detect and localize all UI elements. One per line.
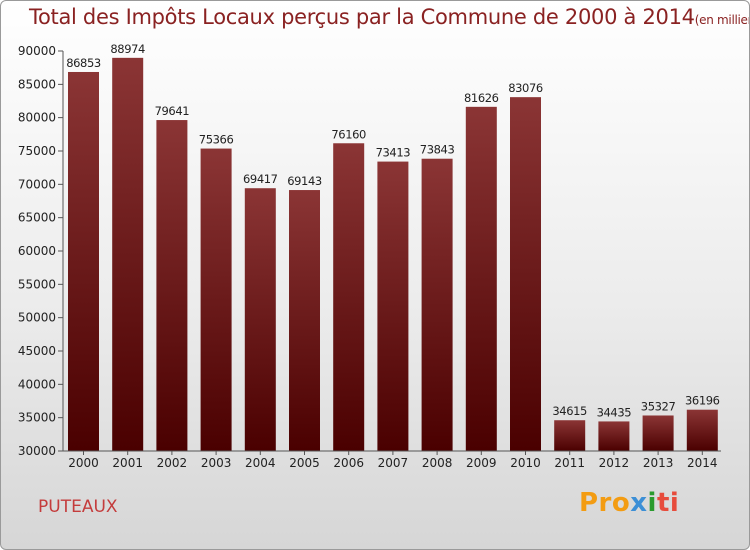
bar	[598, 421, 630, 451]
bar	[510, 97, 541, 451]
bar-value-label: 83076	[508, 81, 543, 95]
bar	[333, 143, 365, 451]
bar	[289, 190, 320, 451]
bar-value-label: 88974	[110, 42, 145, 56]
bar-value-label: 81626	[464, 91, 499, 105]
y-tick-label: 50000	[18, 311, 56, 325]
y-tick-label: 55000	[18, 277, 56, 291]
y-tick-label: 65000	[18, 211, 56, 225]
bar-value-label: 34615	[552, 404, 587, 418]
proxiti-logo[interactable]: Proxiti	[579, 488, 679, 518]
x-tick-label: 2009	[466, 456, 497, 470]
x-tick-label: 2002	[157, 456, 188, 470]
bar-value-label: 86853	[66, 56, 101, 70]
y-tick-label: 40000	[18, 377, 56, 391]
x-tick-label: 2004	[245, 456, 276, 470]
bar	[244, 188, 276, 451]
x-tick-label: 2012	[599, 456, 630, 470]
x-tick-label: 2005	[289, 456, 320, 470]
bar-value-label: 35327	[641, 399, 676, 413]
bar	[421, 158, 453, 452]
y-tick-label: 90000	[18, 44, 56, 58]
x-tick-label: 2003	[201, 456, 232, 470]
bar-value-label: 36196	[685, 394, 720, 408]
y-tick-label: 30000	[18, 444, 56, 458]
x-tick-label: 2001	[112, 456, 143, 470]
bar-value-label: 69417	[243, 172, 278, 186]
x-tick-label: 2011	[554, 456, 585, 470]
bar	[68, 71, 99, 451]
bar	[642, 415, 674, 451]
x-tick-label: 2000	[68, 456, 99, 470]
x-tick-label: 2006	[333, 456, 364, 470]
bar	[554, 420, 586, 451]
chart-title: Total des Impôts Locaux perçus par la Co…	[29, 5, 749, 29]
logo-part-1: Pro	[579, 488, 631, 518]
x-tick-label: 2008	[422, 456, 453, 470]
logo-part-4: ti	[656, 488, 680, 518]
bar	[200, 148, 232, 451]
x-tick-label: 2013	[643, 456, 674, 470]
bar-value-label: 79641	[155, 104, 190, 118]
bar	[112, 57, 144, 452]
logo-part-2: x	[630, 488, 648, 518]
commune-name: PUTEAUX	[38, 497, 118, 517]
bar	[686, 409, 718, 451]
y-tick-label: 70000	[18, 177, 56, 191]
bar	[377, 161, 409, 451]
bar	[465, 106, 497, 452]
y-tick-label: 85000	[18, 77, 56, 91]
logo-part-3: i	[647, 488, 657, 518]
y-tick-label: 75000	[18, 144, 56, 158]
y-tick-label: 35000	[18, 411, 56, 425]
bar-value-label: 34435	[597, 405, 632, 419]
bar-value-label: 69143	[287, 174, 322, 188]
x-tick-label: 2007	[378, 456, 409, 470]
chart-unit: (en milliers d'€)	[694, 13, 749, 27]
chart-title-text: Total des Impôts Locaux perçus par la Co…	[29, 5, 695, 29]
x-tick-label: 2010	[510, 456, 541, 470]
x-tick-label: 2014	[687, 456, 718, 470]
y-tick-label: 80000	[18, 111, 56, 125]
bar	[156, 120, 188, 451]
bar-value-label: 73843	[420, 143, 455, 157]
y-tick-label: 60000	[18, 244, 56, 258]
bar-value-label: 76160	[331, 127, 366, 141]
bar-value-label: 73413	[376, 146, 411, 160]
y-tick-label: 45000	[18, 344, 56, 358]
bar-value-label: 75366	[199, 133, 234, 147]
